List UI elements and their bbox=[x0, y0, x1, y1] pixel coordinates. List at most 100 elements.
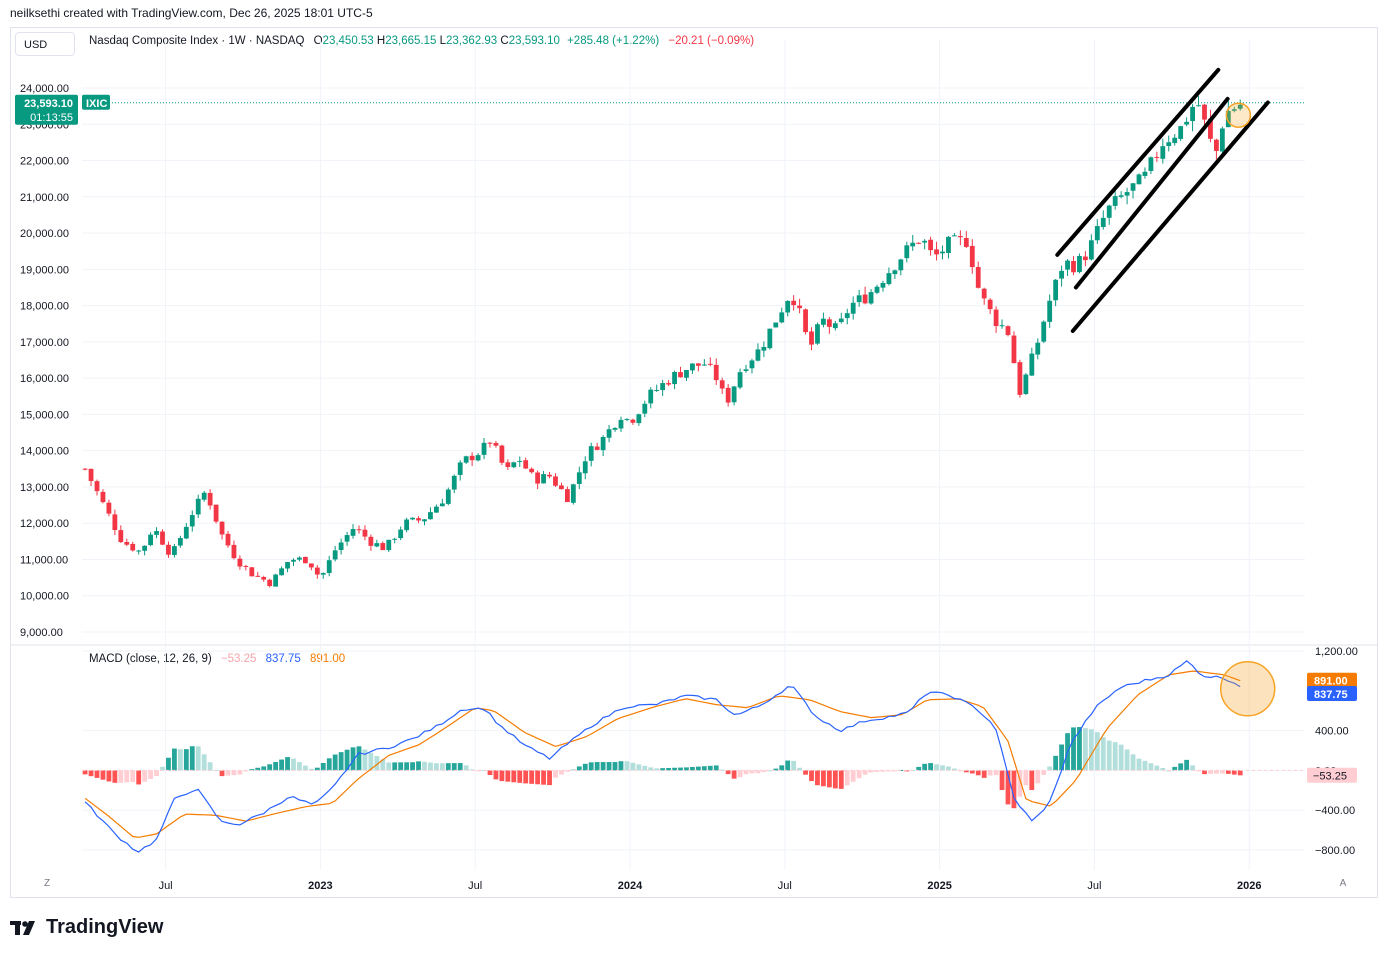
currency-button[interactable]: USD bbox=[15, 32, 75, 56]
macd-histogram-bar bbox=[553, 770, 558, 778]
candle-body bbox=[195, 498, 201, 515]
price-tick-label: 24,000.00 bbox=[20, 83, 69, 95]
price-tick-label: 17,000.00 bbox=[20, 337, 69, 349]
candle-body bbox=[166, 544, 171, 555]
macd-histogram-bar bbox=[767, 770, 773, 772]
candle-body bbox=[380, 543, 386, 551]
legend-extended-change: −20.21 (−0.09%) bbox=[668, 35, 755, 47]
candle-body bbox=[767, 328, 773, 349]
candle-body bbox=[1142, 171, 1148, 176]
candle-body bbox=[1237, 104, 1243, 109]
macd-histogram-bar bbox=[1029, 770, 1035, 791]
candle-body bbox=[386, 539, 392, 551]
candle-body bbox=[832, 323, 838, 329]
macd-histogram-bar bbox=[160, 766, 165, 771]
candle-body bbox=[612, 427, 618, 430]
candle-body bbox=[160, 531, 165, 545]
candle-body bbox=[1160, 146, 1166, 159]
macd-histogram-bar bbox=[285, 757, 290, 771]
price-tick-label: 18,000.00 bbox=[20, 301, 69, 313]
macd-histogram-bar bbox=[1023, 770, 1029, 786]
macd-histogram-bar bbox=[707, 765, 713, 771]
macd-histogram-bar bbox=[690, 766, 695, 771]
macd-histogram-bar bbox=[207, 762, 213, 771]
chart-frame bbox=[10, 27, 1378, 898]
macd-histogram-bar bbox=[856, 770, 862, 779]
macd-histogram-bar bbox=[987, 770, 993, 776]
candle-body bbox=[517, 460, 523, 462]
candle-body bbox=[1053, 279, 1059, 301]
candle-body bbox=[803, 309, 808, 333]
price-tick-label: 14,000.00 bbox=[20, 446, 69, 458]
candle-body bbox=[940, 251, 945, 254]
candle-body bbox=[856, 295, 862, 303]
macd-histogram-bar bbox=[695, 766, 701, 771]
macd-histogram-bar bbox=[463, 765, 469, 771]
price-tick-label: 15,000.00 bbox=[20, 409, 69, 421]
candle-body bbox=[731, 386, 737, 403]
macd-histogram-bar bbox=[952, 768, 957, 771]
macd-histogram-bar bbox=[684, 767, 689, 771]
candle-body bbox=[672, 372, 677, 385]
macd-histogram-bar bbox=[291, 758, 296, 771]
candle-body bbox=[815, 324, 820, 344]
candle-body bbox=[291, 559, 296, 562]
macd-histogram-bar bbox=[368, 752, 374, 771]
zoom-z-button[interactable]: Z bbox=[43, 878, 51, 889]
candle-body bbox=[243, 565, 249, 567]
macd-histogram-bar bbox=[1100, 737, 1106, 771]
candle-body bbox=[94, 481, 100, 492]
macd-histogram-bar bbox=[410, 762, 415, 771]
macd-histogram-bar bbox=[916, 766, 922, 771]
macd-histogram-bar bbox=[433, 763, 439, 771]
macd-histogram-bar bbox=[701, 766, 707, 771]
candle-body bbox=[1011, 335, 1017, 364]
legend-low-value: 23,362.93 bbox=[446, 35, 498, 47]
macd-histogram-bar bbox=[618, 761, 624, 771]
macd-histogram-bar bbox=[1035, 770, 1041, 784]
candle-body bbox=[416, 518, 421, 521]
candle-body bbox=[1017, 362, 1023, 395]
macd-histogram-bar bbox=[231, 770, 237, 776]
candle-body bbox=[654, 389, 660, 391]
candle-body bbox=[1184, 121, 1190, 125]
candle-body bbox=[666, 383, 672, 385]
candle-body bbox=[1231, 109, 1237, 111]
candle-body bbox=[922, 240, 928, 243]
candle-body bbox=[433, 506, 439, 513]
candle-body bbox=[1047, 300, 1053, 322]
macd-histogram-bar bbox=[678, 767, 683, 771]
macd-histogram-bar bbox=[606, 762, 612, 771]
macd-histogram-bar bbox=[303, 765, 308, 771]
macd-histogram-bar bbox=[612, 762, 618, 771]
chart-credit: neilksethi created with TradingView.com,… bbox=[10, 6, 373, 20]
candle-body bbox=[1208, 118, 1213, 139]
candle-body bbox=[249, 567, 255, 577]
macd-histogram-bar bbox=[648, 767, 654, 771]
candle-body bbox=[821, 318, 826, 325]
macd-histogram-bar bbox=[416, 761, 421, 771]
candle-body bbox=[695, 363, 701, 366]
candle-body bbox=[690, 363, 695, 371]
candle-body bbox=[130, 543, 136, 551]
candle-body bbox=[112, 514, 118, 530]
macd-histogram-bar bbox=[172, 748, 177, 771]
macd-histogram-bar bbox=[457, 763, 463, 771]
macd-histogram-bar bbox=[755, 770, 761, 774]
candle-body bbox=[1005, 326, 1011, 336]
price-badge-countdown: 01:13:55 bbox=[30, 112, 73, 124]
macd-histogram-bar bbox=[1154, 765, 1160, 771]
candle-body bbox=[1172, 137, 1178, 144]
price-tick-label: 22,000.00 bbox=[20, 156, 69, 168]
legend-open-value: 23,450.53 bbox=[322, 35, 374, 47]
candle-body bbox=[172, 546, 177, 555]
candle-body bbox=[1094, 226, 1100, 241]
auto-scale-a-button[interactable]: A bbox=[1339, 878, 1347, 889]
macd-histogram-bar bbox=[148, 770, 153, 779]
candle-body bbox=[838, 318, 844, 323]
macd-histogram-bar bbox=[493, 770, 499, 780]
candle-body bbox=[374, 543, 380, 547]
candle-body bbox=[124, 541, 130, 545]
macd-histogram-bar bbox=[535, 770, 541, 785]
